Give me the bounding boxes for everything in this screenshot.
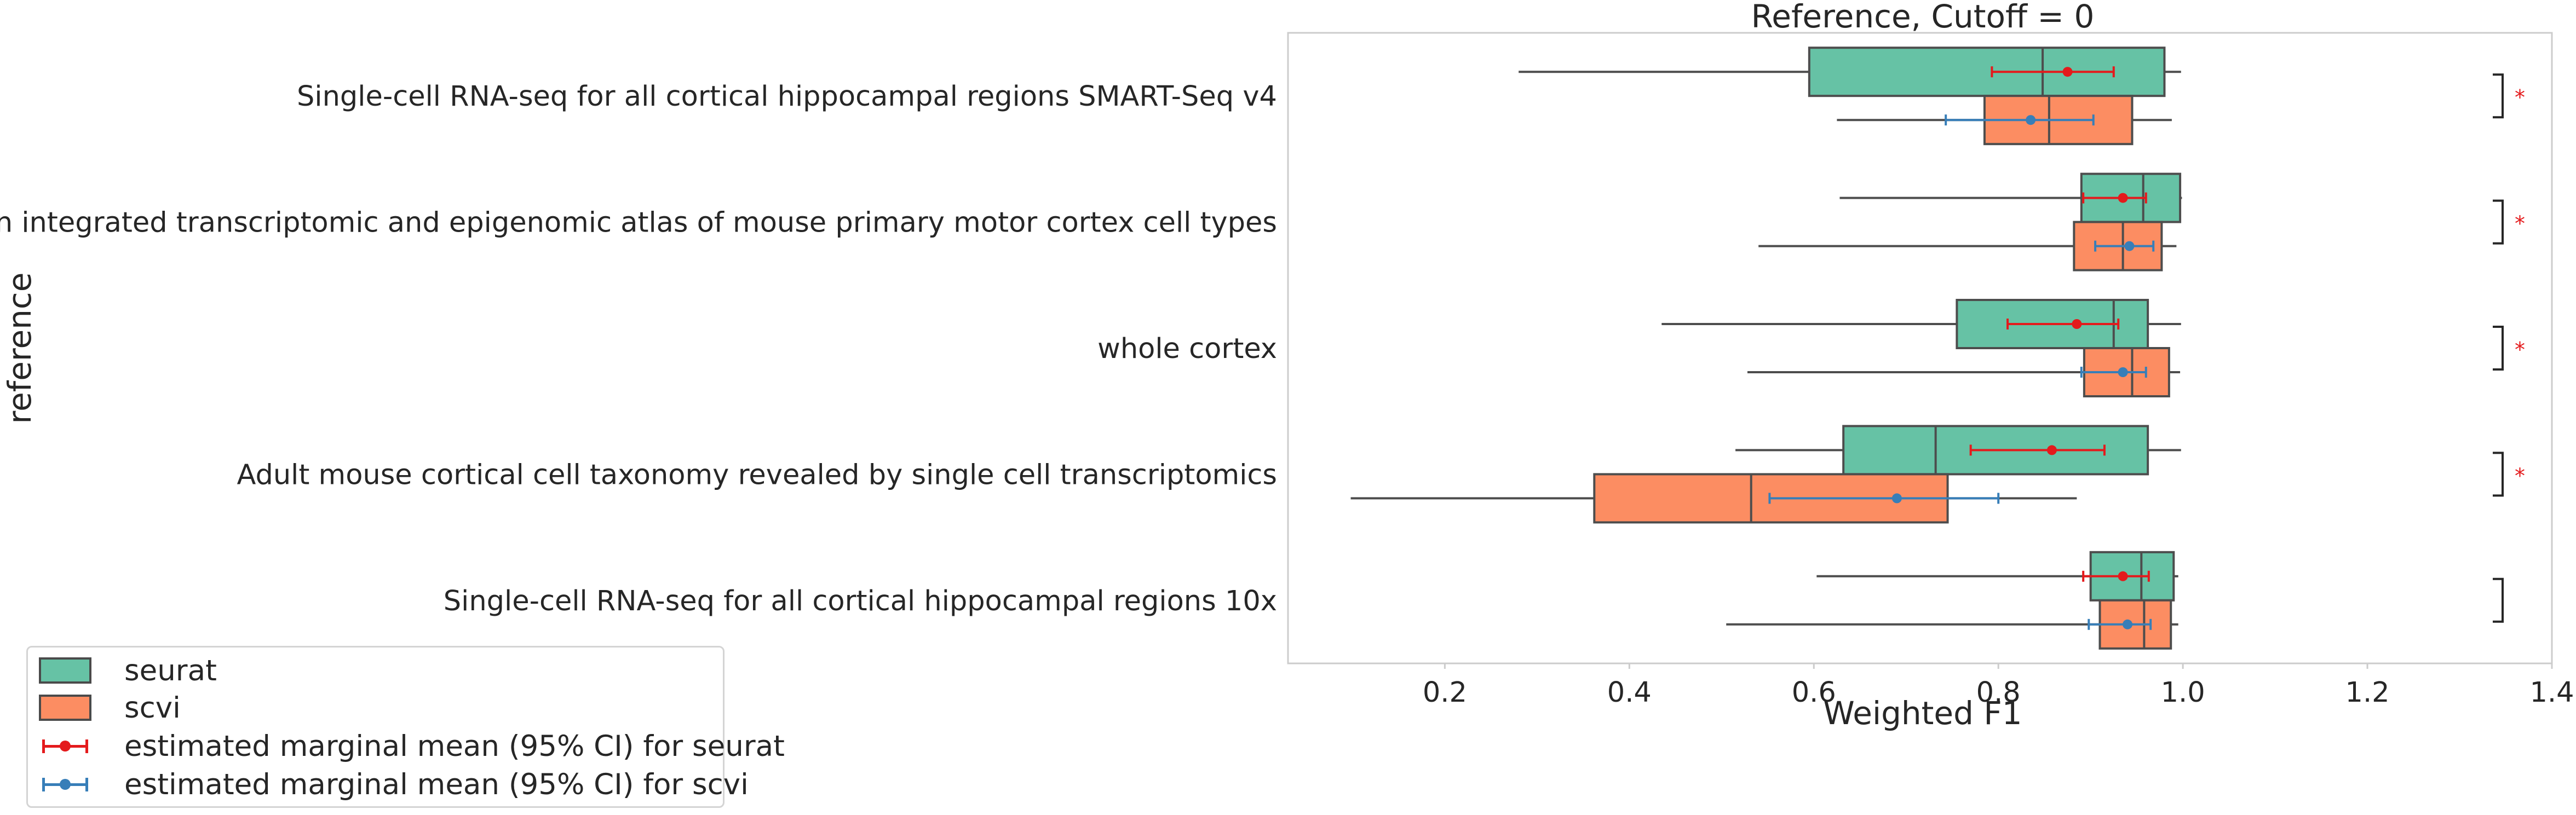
legend-item-scvi: scvi bbox=[39, 691, 181, 725]
legend: seurat scvi estimated marginal mean (95%… bbox=[26, 646, 785, 808]
emm-point-scvi bbox=[2123, 619, 2133, 629]
y-axis-label: reference bbox=[1, 273, 38, 424]
legend-errorbar-scvi bbox=[39, 771, 91, 797]
emm-point-seurat bbox=[2046, 445, 2057, 455]
legend-swatch-scvi bbox=[39, 695, 91, 721]
significance-star: * bbox=[2515, 338, 2525, 362]
emm-point-seurat bbox=[2118, 193, 2128, 203]
significance-bracket bbox=[2493, 73, 2504, 119]
y-tick-label: Adult mouse cortical cell taxonomy revea… bbox=[237, 459, 1277, 491]
legend-errorbar-seurat bbox=[39, 733, 91, 759]
y-tick-label: whole cortex bbox=[1097, 333, 1277, 365]
significance-star: * bbox=[2515, 212, 2525, 236]
significance-bracket bbox=[2493, 577, 2504, 623]
legend-label-emm-scvi: estimated marginal mean (95% CI) for scv… bbox=[124, 767, 749, 801]
plot-frame bbox=[1287, 32, 2553, 664]
y-tick-label: Single-cell RNA-seq for all cortical hip… bbox=[297, 80, 1277, 113]
emm-point-scvi bbox=[2118, 367, 2128, 377]
legend-label-scvi: scvi bbox=[124, 691, 181, 725]
significance-bracket bbox=[2493, 452, 2504, 497]
x-axis-label: Weighted F1 bbox=[1823, 695, 2022, 732]
x-tick-label: 1.2 bbox=[2345, 677, 2390, 709]
emm-point-seurat bbox=[2072, 319, 2082, 329]
significance-bracket bbox=[2493, 326, 2504, 371]
significance-star: * bbox=[2515, 85, 2525, 109]
emm-point-seurat bbox=[2062, 67, 2073, 77]
x-tick-label: 0.8 bbox=[1976, 677, 2021, 709]
y-tick-label: An integrated transcriptomic and epigeno… bbox=[0, 207, 1277, 239]
emm-point-scvi bbox=[2124, 241, 2135, 251]
emm-point-seurat bbox=[2118, 571, 2128, 581]
x-tick-label: 0.4 bbox=[1607, 677, 1652, 709]
x-tick-label: 1.4 bbox=[2529, 677, 2574, 709]
emm-point-scvi bbox=[1891, 493, 1902, 504]
x-tick-label: 1.0 bbox=[2161, 677, 2205, 709]
legend-item-emm-seurat: estimated marginal mean (95% CI) for seu… bbox=[39, 729, 785, 763]
legend-swatch-seurat bbox=[39, 657, 91, 684]
significance-bracket bbox=[2493, 199, 2504, 245]
x-tick-label: 0.6 bbox=[1792, 677, 1836, 709]
legend-label-emm-seurat: estimated marginal mean (95% CI) for seu… bbox=[124, 729, 785, 763]
legend-label-seurat: seurat bbox=[124, 654, 217, 687]
legend-item-seurat: seurat bbox=[39, 654, 217, 687]
y-tick-label: Single-cell RNA-seq for all cortical hip… bbox=[444, 585, 1277, 617]
chart-title: Reference, Cutoff = 0 bbox=[1751, 0, 2095, 35]
x-tick-label: 0.2 bbox=[1423, 677, 1467, 709]
significance-star: * bbox=[2515, 464, 2525, 488]
emm-point-scvi bbox=[2026, 115, 2036, 125]
legend-item-emm-scvi: estimated marginal mean (95% CI) for scv… bbox=[39, 768, 749, 801]
